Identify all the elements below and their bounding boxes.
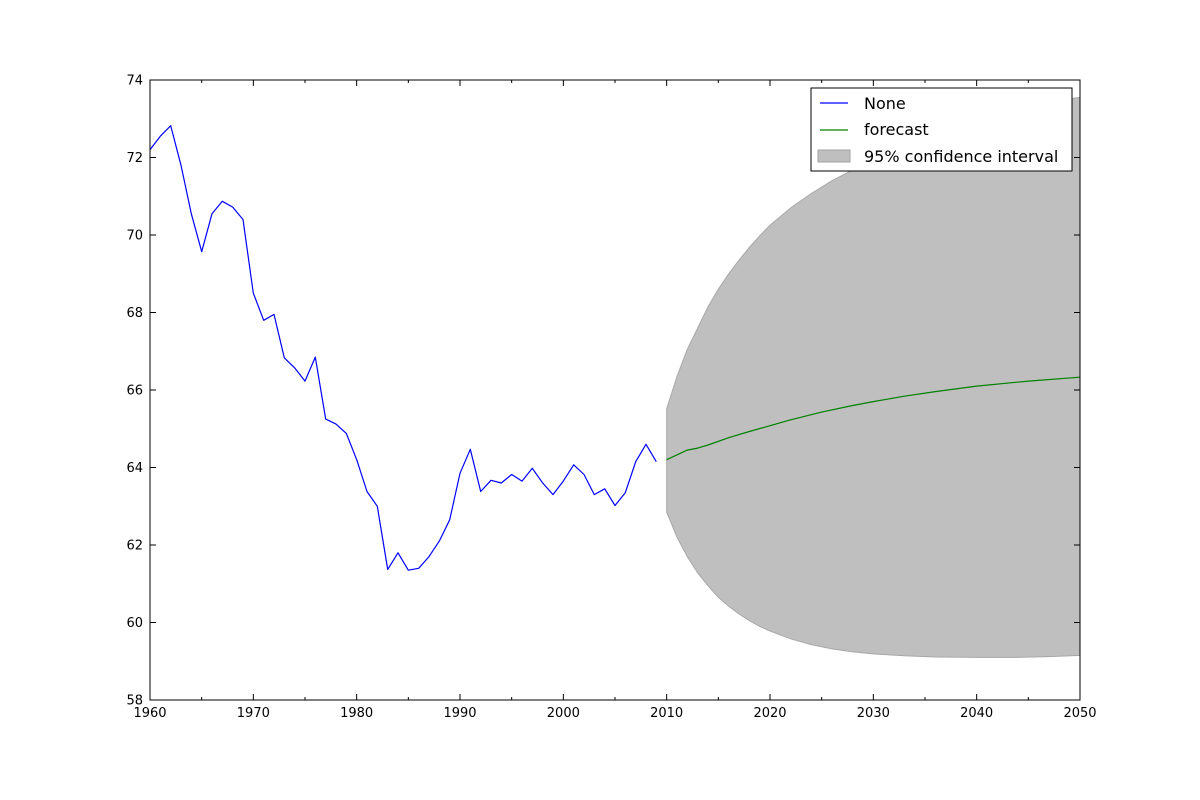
axes: 1960 1970 1980 1990 2000 2010 2020 2030 2040 2050… — [126, 74, 1096, 722]
y-tick-label: 68 — [126, 306, 143, 321]
y-tick-label: 70 — [126, 229, 143, 244]
x-tick-label: 2040 — [960, 706, 993, 721]
x-tick-label: 2020 — [753, 706, 786, 721]
x-tick-label: 1970 — [237, 706, 270, 721]
x-tick-label: 1980 — [340, 706, 373, 721]
y-tick-label: 64 — [126, 461, 143, 476]
y-tick-label: 74 — [126, 74, 143, 89]
legend: None forecast 95% confidence interval — [810, 87, 1073, 172]
x-tick-label: 2010 — [650, 706, 683, 721]
x-tick-label: 1960 — [133, 706, 166, 721]
series-line-forecast — [666, 376, 1081, 461]
legend-label-none: None — [864, 94, 906, 113]
legend-label-forecast: forecast — [864, 120, 929, 139]
x-tick-label: 1990 — [443, 706, 476, 721]
series-line-none — [149, 125, 657, 571]
x-tick-label: 2050 — [1063, 706, 1096, 721]
x-tick-label: 2000 — [547, 706, 580, 721]
y-tick-label: 72 — [126, 151, 143, 166]
confidence-interval-layer — [666, 96, 1081, 658]
legend-swatch-confidence-interval — [817, 149, 851, 163]
legend-label-confidence-interval: 95% confidence interval — [864, 147, 1058, 166]
confidence-interval-band — [666, 96, 1081, 658]
y-tick-label: 58 — [126, 694, 143, 709]
legend-box — [810, 87, 1073, 172]
series-layer — [149, 125, 1081, 571]
y-tick-label: 60 — [126, 616, 143, 631]
x-tick-label: 2030 — [857, 706, 890, 721]
y-tick-label: 66 — [126, 384, 143, 399]
y-tick-label: 62 — [126, 539, 143, 554]
